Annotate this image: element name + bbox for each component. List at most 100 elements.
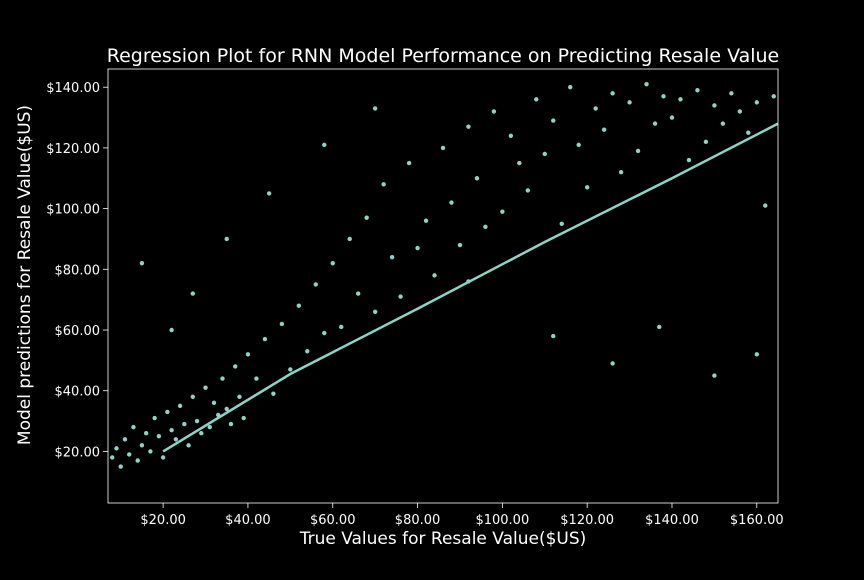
scatter-point	[661, 94, 666, 99]
scatter-point	[347, 236, 352, 242]
regression-line	[162, 122, 779, 453]
scatter-point	[169, 427, 174, 433]
scatter-point	[254, 376, 259, 381]
scatter-point	[152, 415, 157, 421]
x-tick-label: $20.00	[140, 513, 186, 528]
scatter-point	[449, 200, 454, 205]
scatter-point	[771, 94, 776, 99]
x-axis-ticks: $20.00 $40.00 $60.00 $80.00 $100.00 $120.00 $1…	[140, 503, 784, 528]
scatter-point	[415, 245, 420, 251]
scatter-point	[143, 431, 149, 436]
x-tick-label: $120.00	[560, 513, 614, 528]
scatter-point	[542, 151, 547, 157]
scatter-point	[114, 446, 119, 451]
x-tick-label: $80.00	[395, 513, 441, 528]
scatter-point	[313, 282, 318, 287]
scatter-point	[372, 309, 378, 314]
scatter-point	[339, 324, 344, 330]
scatter-point	[389, 254, 395, 260]
scatter-point	[423, 218, 429, 223]
scatter-point	[169, 327, 174, 333]
scatter-point	[211, 400, 217, 406]
scatter-point	[364, 215, 369, 220]
scatter-point	[669, 115, 675, 120]
scatter-point	[754, 100, 759, 105]
scatter-point	[576, 142, 581, 148]
scatter-point	[746, 130, 751, 135]
scatter-point	[678, 97, 683, 102]
scatter-point	[763, 203, 768, 208]
scatter-point	[288, 367, 293, 372]
scatter-point	[135, 458, 140, 463]
scatter-point	[148, 449, 153, 454]
scatter-point	[534, 97, 539, 102]
scatter-point	[237, 394, 242, 399]
scatter-point	[131, 424, 136, 430]
scatter-point	[432, 273, 437, 278]
scatter-point	[207, 424, 212, 430]
scatter-point	[466, 124, 471, 129]
scatter-point	[305, 349, 310, 354]
scatter-point	[296, 303, 302, 308]
scatter-point	[182, 421, 187, 427]
scatter-point	[355, 291, 361, 296]
scatter-point	[322, 330, 327, 336]
scatter-point	[657, 324, 662, 330]
scatter-point	[406, 160, 412, 166]
scatter-point	[139, 443, 145, 448]
scatter-point	[627, 100, 632, 105]
scatter-point	[584, 185, 590, 190]
scatter-point	[322, 142, 327, 148]
scatter-point	[712, 373, 717, 378]
scatter-point	[508, 133, 514, 138]
scatter-point	[271, 391, 276, 396]
scatter-point	[398, 294, 403, 299]
y-axis-ticks: $20.00 $40.00 $60.00 $80.00 $100.00 $120.00 $1…	[46, 81, 108, 460]
scatter-point	[241, 415, 246, 421]
scatter-point	[279, 321, 285, 327]
scatter-point	[457, 242, 463, 248]
scatter-point	[165, 409, 170, 415]
scatter-point	[635, 148, 641, 154]
x-tick-label: $160.00	[730, 513, 784, 528]
y-tick-label: $20.00	[55, 445, 101, 460]
scatter-point	[262, 336, 268, 342]
scatter-points-layer	[110, 81, 776, 469]
scatter-point	[381, 182, 386, 187]
scatter-point	[118, 464, 123, 469]
scatter-point	[330, 261, 335, 266]
scatter-point	[695, 88, 700, 93]
scatter-point	[160, 455, 166, 460]
scatter-point	[186, 443, 191, 448]
scatter-point	[618, 169, 624, 175]
scatter-point	[190, 394, 196, 399]
scatter-point	[754, 352, 759, 357]
x-tick-label: $100.00	[475, 513, 529, 528]
scatter-point	[173, 437, 179, 442]
chart-title: Regression Plot for RNN Model Performanc…	[107, 45, 780, 67]
y-tick-label: $100.00	[46, 203, 100, 218]
x-axis-label: True Values for Resale Value($US)	[299, 529, 587, 549]
scatter-point	[712, 103, 717, 108]
scatter-point	[245, 352, 251, 357]
scatter-point	[483, 224, 488, 230]
y-tick-label: $40.00	[55, 385, 101, 400]
x-tick-label: $40.00	[225, 513, 271, 528]
scatter-point	[551, 118, 556, 123]
scatter-point	[737, 109, 743, 114]
scatter-point	[199, 431, 204, 436]
scatter-point	[652, 121, 658, 126]
scatter-point	[190, 291, 196, 296]
scatter-point	[220, 376, 225, 381]
scatter-point	[110, 455, 115, 460]
x-tick-label: $60.00	[310, 513, 356, 528]
y-tick-label: $80.00	[55, 263, 101, 278]
scatter-point	[568, 85, 573, 90]
scatter-point	[610, 361, 615, 366]
scatter-point	[593, 106, 598, 111]
scatter-point	[500, 209, 505, 214]
scatter-point	[474, 176, 480, 181]
scatter-point	[224, 236, 229, 242]
regression-line-layer	[162, 122, 779, 453]
